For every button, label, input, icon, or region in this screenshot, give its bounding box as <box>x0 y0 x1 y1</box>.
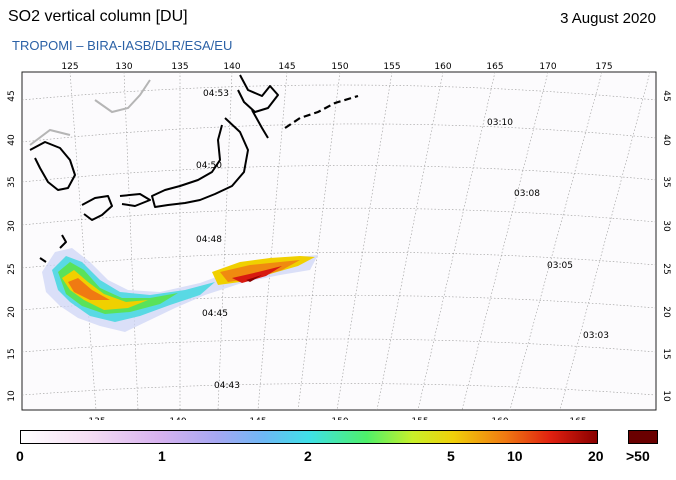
lat-tick-label: 15 <box>7 348 17 359</box>
land-border <box>29 79 151 146</box>
colorbar-label: 20 <box>588 448 604 464</box>
lon-tick-label: 130 <box>115 62 132 72</box>
top-longitude-labels: 125 130 135 140 145 150 155 160 165 170 … <box>61 62 612 72</box>
lon-tick-label: 150 <box>331 417 348 420</box>
lon-tick-label: 175 <box>595 62 612 72</box>
colorbar-label: 1 <box>158 448 166 464</box>
overpass-time-label: 04:53 <box>203 89 229 99</box>
overpass-time-label: 04:45 <box>202 309 228 319</box>
lon-tick-label: 165 <box>486 62 503 72</box>
lon-tick-label: 160 <box>434 62 451 72</box>
lat-tick-label: 35 <box>661 176 671 187</box>
overpass-time-label: 03:03 <box>583 331 609 341</box>
data-source: TROPOMI – BIRA-IASB/DLR/ESA/EU <box>12 38 233 53</box>
coastline <box>29 74 279 263</box>
lat-tick-label: 10 <box>661 390 671 402</box>
overpass-time-label: 04:43 <box>214 381 240 391</box>
so2-plume <box>42 248 318 332</box>
colorbar-label: 2 <box>304 448 312 464</box>
map-title: SO2 vertical column [DU] <box>8 8 188 25</box>
map-date: 3 August 2020 <box>560 10 656 27</box>
lat-tick-label: 25 <box>661 263 671 274</box>
lon-tick-label: 165 <box>569 417 586 420</box>
map-frame <box>21 71 657 411</box>
lat-tick-label: 40 <box>7 134 17 146</box>
lat-tick-label: 30 <box>7 220 17 232</box>
lon-tick-label: 155 <box>383 62 400 72</box>
kuril-islands <box>284 94 359 129</box>
overpass-time-label: 04:50 <box>196 161 222 171</box>
colorbar-max-label: >50 <box>626 448 650 464</box>
colorbar-label: 5 <box>447 448 455 464</box>
lon-tick-label: 155 <box>411 417 428 420</box>
lat-tick-label: 40 <box>661 134 671 146</box>
overpass-time-label: 03:05 <box>547 261 573 271</box>
lon-tick-label: 125 <box>61 62 78 72</box>
lon-tick-label: 135 <box>88 417 105 420</box>
lon-tick-label: 145 <box>278 62 295 72</box>
graticule <box>21 71 657 411</box>
lat-tick-label: 20 <box>661 306 671 318</box>
bottom-longitude-labels: 135 140 145 150 155 160 165 <box>88 417 586 420</box>
so2-map: 125 130 135 140 145 150 155 160 165 170 … <box>7 62 671 420</box>
lat-tick-label: 20 <box>7 306 17 318</box>
lat-tick-label: 10 <box>7 390 17 402</box>
overpass-time-label: 03:10 <box>487 118 513 128</box>
overpass-time-label: 04:48 <box>196 235 222 245</box>
lon-tick-label: 160 <box>491 417 508 420</box>
colorbar-label: 10 <box>507 448 523 464</box>
lat-tick-label: 15 <box>661 348 671 359</box>
overpass-time-label: 03:08 <box>514 189 540 199</box>
lat-tick-label: 35 <box>7 176 17 187</box>
colorbar <box>20 430 598 444</box>
lon-tick-label: 140 <box>169 417 186 420</box>
lat-tick-label: 30 <box>661 220 671 232</box>
overpass-times: 04:53 04:50 04:48 04:45 04:43 03:10 03:0… <box>196 89 609 391</box>
right-latitude-labels: 45 40 35 30 25 20 15 10 <box>661 90 671 402</box>
lat-tick-label: 45 <box>7 90 17 101</box>
lon-tick-label: 145 <box>249 417 266 420</box>
lon-tick-label: 150 <box>331 62 348 72</box>
lon-tick-label: 135 <box>171 62 188 72</box>
lon-tick-label: 140 <box>223 62 240 72</box>
lon-tick-label: 170 <box>539 62 556 72</box>
colorbar-max-swatch <box>628 430 658 444</box>
left-latitude-labels: 45 40 35 30 25 20 15 10 <box>7 90 17 401</box>
colorbar-label: 0 <box>16 448 24 464</box>
lat-tick-label: 25 <box>7 263 17 274</box>
lat-tick-label: 45 <box>661 90 671 101</box>
